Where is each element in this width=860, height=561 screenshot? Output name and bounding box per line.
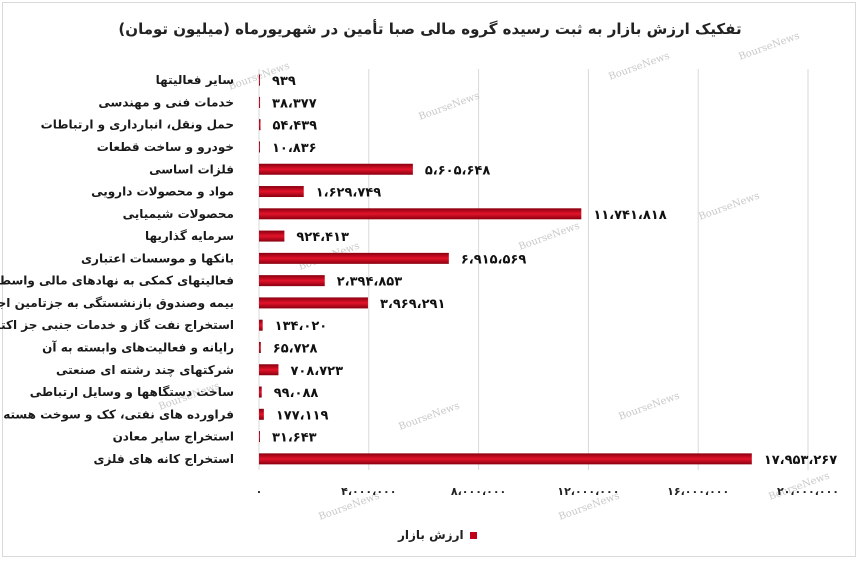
x-tick-label: ۴،۰۰۰،۰۰۰	[341, 485, 396, 498]
x-tick-label: ۰	[256, 485, 263, 498]
x-tick-label: ۱۲،۰۰۰،۰۰۰	[557, 485, 619, 498]
data-label: ۲،۳۹۴،۸۵۳	[337, 275, 402, 290]
bar	[259, 297, 368, 309]
x-tick-label: ۸،۰۰۰،۰۰۰	[451, 485, 506, 498]
category-label: محصولات شیمیایی	[123, 207, 234, 222]
category-label: بیمه وصندوق بازنشستگی به جزتامین اجتماعی	[0, 296, 234, 311]
category-label: استخراج نفت گاز و خدمات جنبی جز اکتشاف	[0, 318, 234, 333]
data-label: ۹۲۴،۴۱۳	[296, 230, 349, 245]
data-label: ۳۸،۳۷۷	[272, 96, 317, 111]
category-label: مواد و محصولات دارویی	[91, 185, 234, 200]
data-label: ۹۳۹	[272, 74, 296, 89]
category-label: فلزات اساسی	[149, 162, 234, 176]
data-label: ۱۰،۸۳۶	[272, 141, 317, 156]
data-label: ۵۴،۴۳۹	[272, 119, 317, 134]
bar	[259, 163, 413, 175]
bar	[259, 319, 263, 331]
category-label: فعالیتهای کمکی به نهادهای مالی واسط	[0, 274, 234, 289]
bar	[259, 431, 260, 443]
watermark-text: BourseNews	[737, 31, 801, 63]
bar	[259, 230, 285, 242]
category-label: استخراج کانه های فلزی	[93, 452, 234, 466]
watermark-text: BourseNews	[697, 191, 761, 223]
category-label: حمل ونقل، انبارداری و ارتباطات	[41, 118, 234, 133]
bar	[259, 208, 582, 220]
value-labels: ۹۳۹ ۳۸،۳۷۷ ۵۴،۴۳۹ ۱۰،۸۳۶ ۵،۶۰۵،۶۴۸ ۱،۶۲۹،۷۴۹ ۱…	[272, 74, 837, 468]
watermark-text: BourseNews	[397, 401, 461, 433]
data-label: ۵،۶۰۵،۶۴۸	[425, 163, 490, 178]
legend: ارزش بازار	[398, 528, 477, 542]
data-label: ۱۷،۹۵۳،۲۶۷	[764, 453, 837, 468]
category-label: شرکتهای چند رشته ای صنعتی	[56, 363, 234, 377]
watermark-text: BourseNews	[517, 221, 581, 253]
data-label: ۱۳۴،۰۲۰	[275, 319, 328, 334]
bar	[259, 408, 264, 420]
bar	[259, 186, 304, 198]
category-label: خدمات فنی و مهندسی	[98, 95, 234, 110]
bar	[259, 74, 260, 86]
data-label: ۱،۶۲۹،۷۴۹	[316, 186, 381, 201]
data-label: ۶۵،۷۲۸	[273, 341, 318, 356]
bar	[259, 386, 262, 398]
data-label: ۳۱،۶۴۳	[272, 431, 317, 446]
grid-lines	[258, 69, 809, 470]
bar	[259, 96, 261, 108]
category-labels: سایر فعالیتها خدمات فنی و مهندسی حمل ونقل،…	[0, 73, 234, 466]
legend-label: ارزش بازار	[398, 528, 464, 542]
data-label: ۷۰۸،۷۲۳	[290, 364, 343, 379]
x-tick-label: ۱۶،۰۰۰،۰۰۰	[667, 485, 729, 498]
bar	[259, 275, 325, 287]
bar	[259, 252, 449, 264]
x-tick-label: ۲۰،۰۰۰،۰۰۰	[777, 485, 839, 498]
bar	[259, 141, 260, 153]
category-label: خودرو و ساخت قطعات	[97, 140, 234, 155]
category-label: سرمایه گذاریها	[145, 229, 234, 243]
watermark-text: BourseNews	[607, 51, 671, 83]
category-label: فراورده های نفتی، کک و سوخت هسته ای	[0, 407, 234, 422]
bar	[259, 453, 752, 465]
category-label: بانکها و موسسات اعتباری	[81, 251, 234, 266]
category-label: ساخت دستگاهها و وسایل ارتباطی	[30, 385, 234, 400]
bar	[259, 364, 279, 376]
data-label: ۳،۹۶۹،۲۹۱	[380, 297, 445, 312]
x-axis-ticks: ۰ ۴،۰۰۰،۰۰۰ ۸،۰۰۰،۰۰۰ ۱۲،۰۰۰،۰۰۰ ۱۶،۰۰۰،۰۰۰ ۲…	[256, 485, 839, 498]
watermark-text: BourseNews	[617, 391, 681, 423]
category-label: استخراج سایر معادن	[113, 430, 234, 444]
chart-title: تفکیک ارزش بازار به ثبت رسیده گروه مالی …	[118, 20, 742, 38]
legend-swatch	[469, 531, 477, 539]
watermarks: BourseNews BourseNews BourseNews BourseNews…	[157, 31, 831, 523]
data-label: ۹۹،۰۸۸	[274, 386, 319, 401]
bar	[259, 119, 261, 131]
bars	[259, 74, 752, 465]
data-label: ۱۷۷،۱۱۹	[276, 408, 329, 423]
watermark-text: BourseNews	[417, 91, 481, 123]
bar	[259, 341, 261, 353]
data-label: ۶،۹۱۵،۵۶۹	[461, 252, 526, 267]
category-label: رایانه و فعالیت‌های وابسته به آن	[42, 339, 234, 355]
data-label: ۱۱،۷۴۱،۸۱۸	[593, 208, 666, 223]
category-label: سایر فعالیتها	[156, 73, 234, 87]
